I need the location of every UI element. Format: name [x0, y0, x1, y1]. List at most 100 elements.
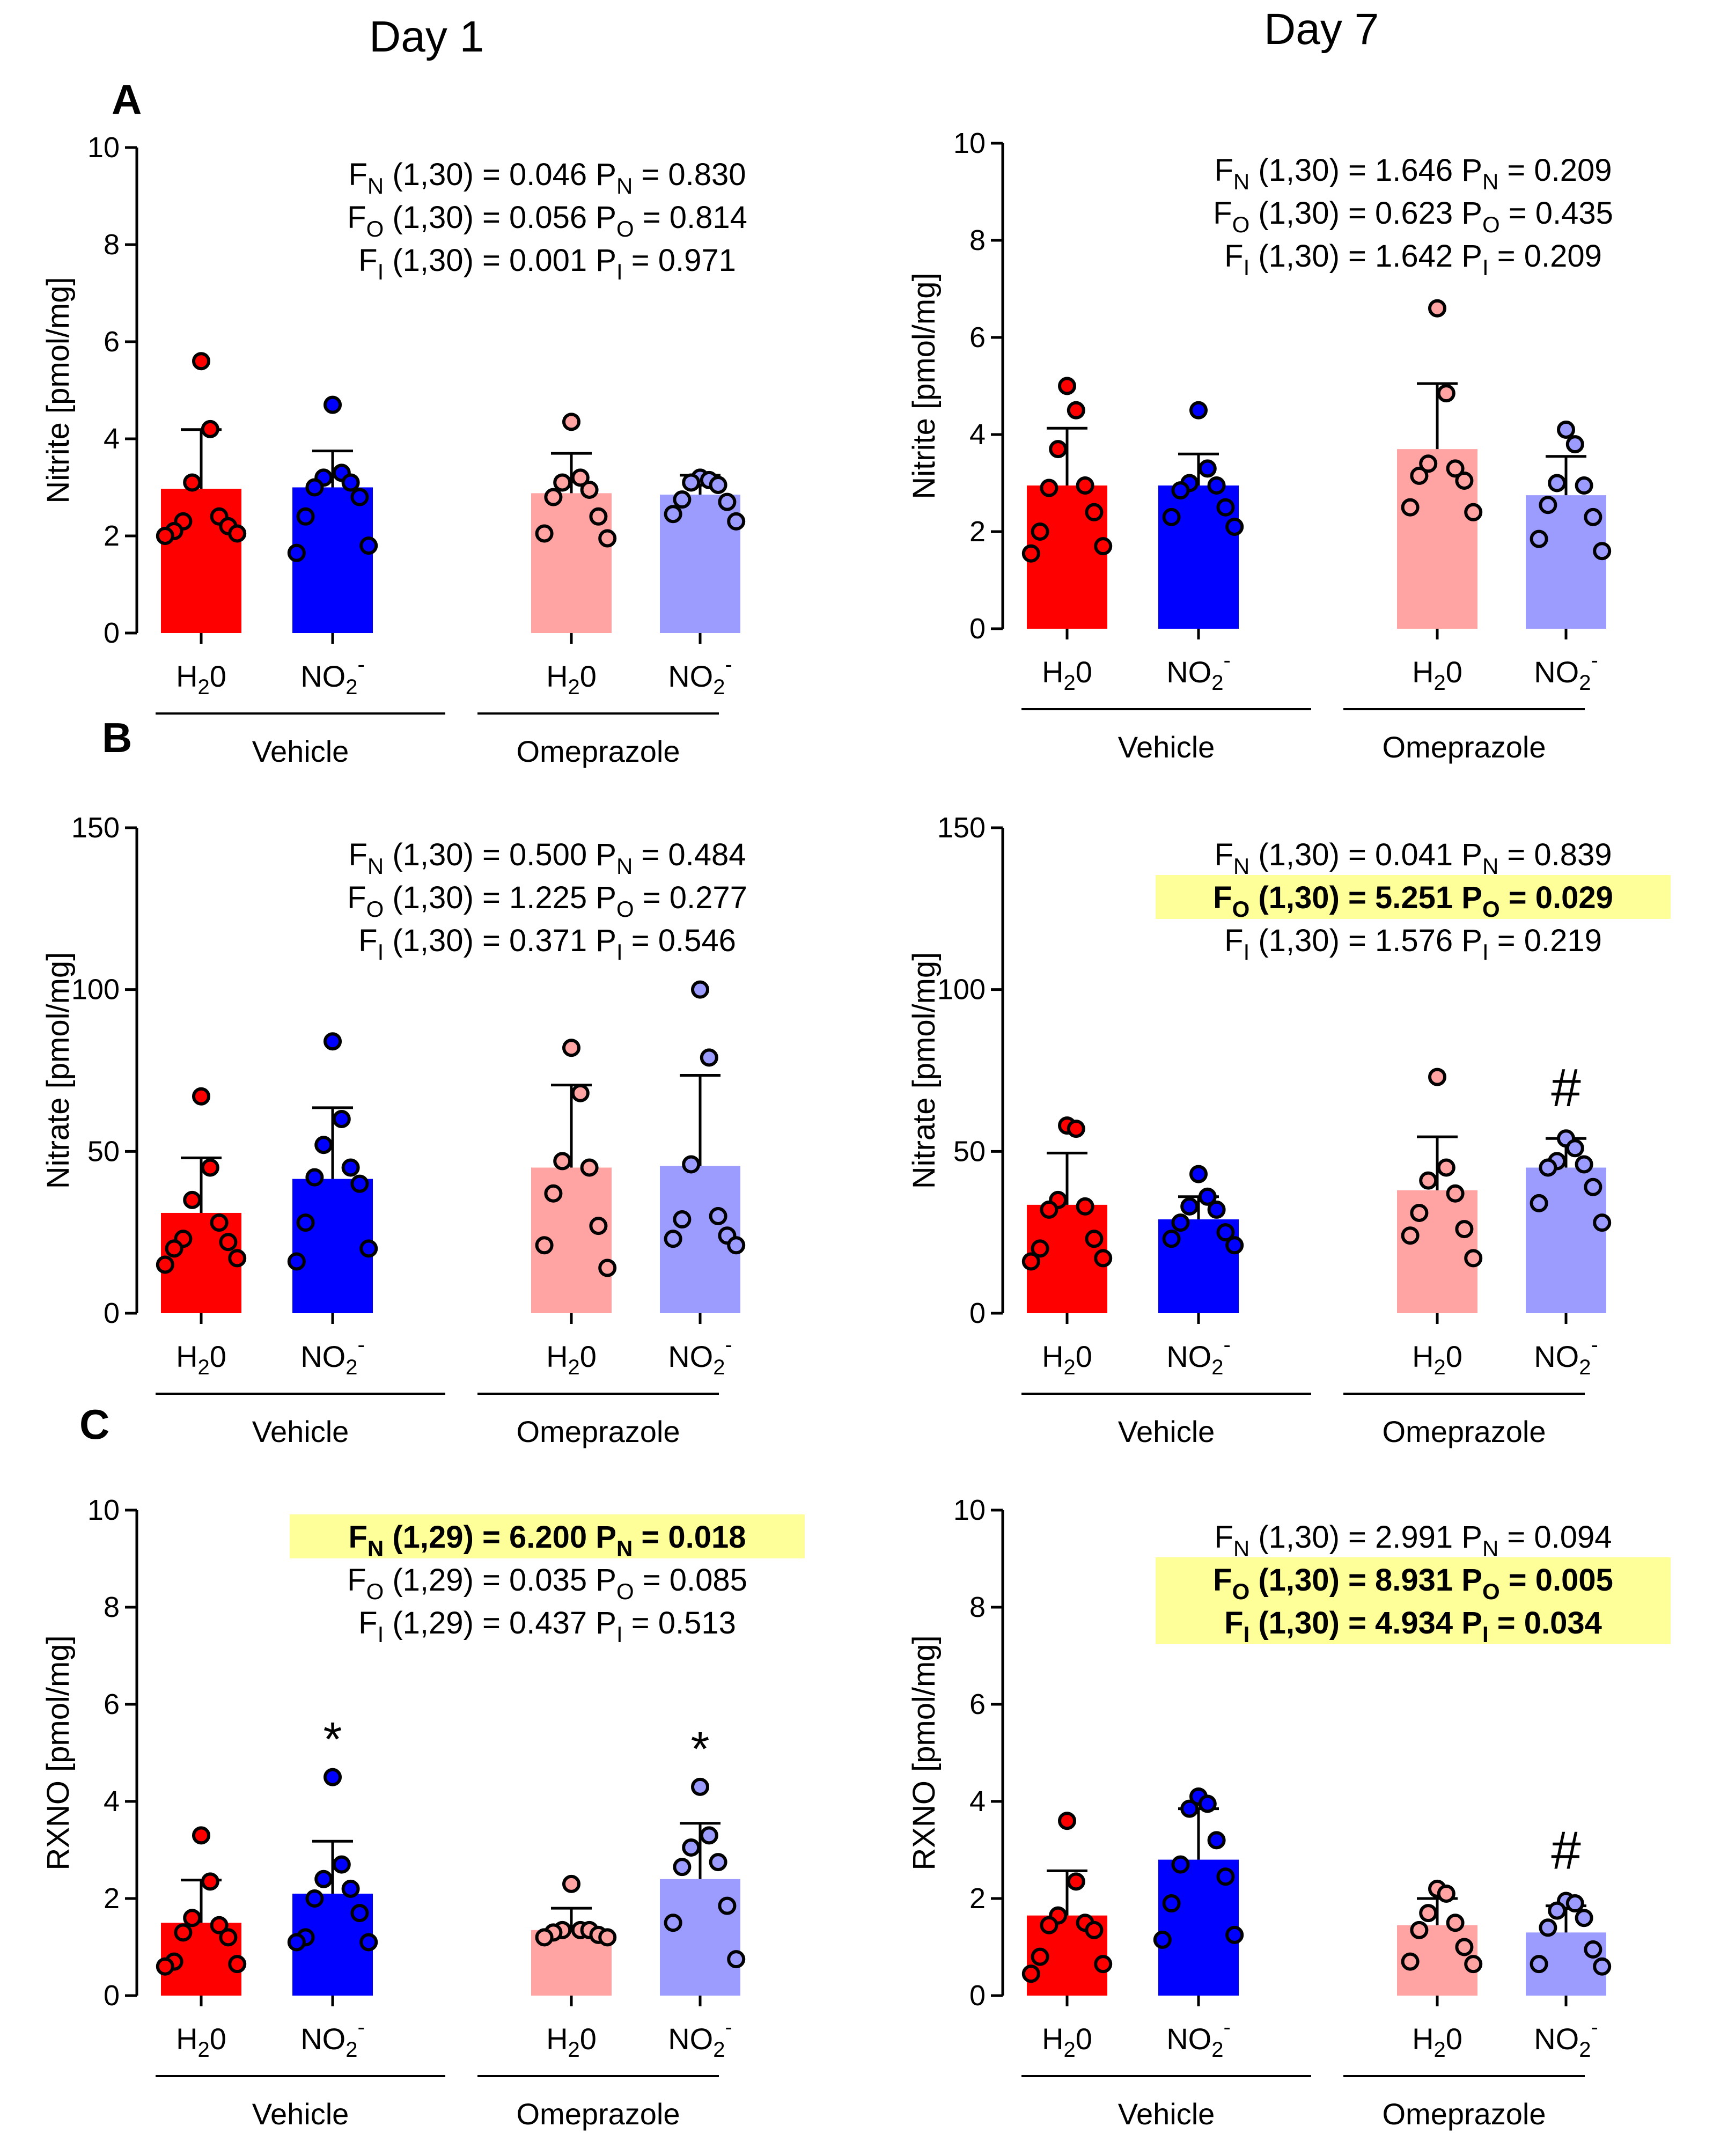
- x-category-superscript: -: [725, 2015, 732, 2039]
- x-category-label: H20: [1042, 655, 1092, 695]
- x-category-subscript: 2: [713, 2038, 725, 2062]
- data-point-vehicle-h2o: [1076, 476, 1094, 495]
- data-point-vehicle-no2: [350, 1904, 369, 1923]
- x-category-label: H20: [176, 659, 226, 699]
- data-point-omeprazole-no2: [709, 1853, 727, 1872]
- data-point-vehicle-h2o: [1021, 544, 1040, 563]
- data-point-omeprazole-no2: [1565, 435, 1584, 454]
- x-category-main: NO: [300, 659, 345, 693]
- data-point-omeprazole-h2o: [1410, 1203, 1429, 1222]
- x-category-subscript: 2: [568, 675, 580, 699]
- y-tick-label: 8: [969, 1591, 986, 1623]
- data-point-omeprazole-h2o: [544, 1184, 563, 1203]
- stat-f: F: [1224, 923, 1243, 958]
- data-point-vehicle-no2: [1198, 459, 1217, 478]
- data-point-vehicle-no2: [359, 536, 378, 555]
- x-category-label: H20: [1042, 1340, 1092, 1379]
- stat-f-value: (1,30) = 5.251: [1249, 880, 1453, 915]
- data-point-omeprazole-h2o: [598, 529, 617, 548]
- data-point-vehicle-no2: [1216, 1867, 1235, 1886]
- stat-f-value: (1,30) = 1.642: [1249, 239, 1453, 274]
- y-tick-label: 4: [969, 1785, 986, 1817]
- y-tick-label: 0: [104, 617, 120, 649]
- y-axis-label: RXNO [pmol/mg]: [41, 1635, 76, 1870]
- x-category-rest: 0: [1076, 2022, 1092, 2056]
- data-point-omeprazole-no2: [1539, 496, 1557, 514]
- data-point-omeprazole-no2: [682, 1155, 701, 1174]
- x-category-subscript: 2: [198, 1356, 210, 1379]
- stat-p: P: [1453, 1606, 1482, 1640]
- data-point-omeprazole-h2o: [544, 488, 563, 506]
- data-point-omeprazole-no2: [682, 1838, 701, 1857]
- data-point-omeprazole-no2: [691, 1777, 709, 1796]
- data-point-omeprazole-no2: [727, 1236, 746, 1255]
- x-category-main: H: [1042, 1340, 1063, 1373]
- data-point-vehicle-h2o: [1021, 1964, 1040, 1983]
- data-point-vehicle-no2: [324, 395, 342, 414]
- stat-line: FI (1,30) = 0.001 PI = 0.971: [358, 243, 736, 284]
- y-tick-label: 8: [104, 229, 120, 261]
- x-category-superscript: -: [357, 2015, 364, 2039]
- x-category-label: NO2-: [300, 1333, 365, 1379]
- stat-f: F: [348, 157, 367, 192]
- data-point-vehicle-no2: [1180, 1197, 1199, 1216]
- stat-f-subscript: N: [1233, 169, 1249, 194]
- y-tick-label: 0: [969, 1297, 986, 1329]
- data-point-omeprazole-no2: [1593, 542, 1612, 561]
- data-point-vehicle-no2: [350, 488, 369, 506]
- x-category-superscript: -: [357, 653, 364, 676]
- x-category-subscript: 2: [713, 675, 725, 699]
- x-category-label: H20: [546, 1340, 597, 1379]
- significance-marker-vehicle-no2: *: [323, 1713, 342, 1767]
- data-point-vehicle-h2o: [210, 1916, 229, 1934]
- data-point-omeprazole-h2o: [1464, 1249, 1483, 1268]
- stat-f-subscript: I: [378, 939, 384, 965]
- x-category-subscript: 2: [1434, 1356, 1446, 1379]
- data-point-vehicle-no2: [1162, 1894, 1181, 1913]
- y-tick-label: 10: [87, 1494, 120, 1526]
- stat-f: F: [1214, 153, 1233, 188]
- stat-f-subscript: O: [366, 896, 384, 922]
- x-category-subscript: 2: [1579, 2038, 1591, 2062]
- data-point-vehicle-h2o: [192, 352, 210, 371]
- y-tick-label: 150: [937, 812, 986, 844]
- data-point-omeprazole-h2o: [1428, 299, 1446, 318]
- data-point-omeprazole-no2: [1584, 1178, 1602, 1196]
- stat-f: F: [1213, 1563, 1232, 1598]
- y-tick-label: 2: [104, 1882, 120, 1915]
- x-category-rest: 0: [210, 1340, 226, 1373]
- stat-p-subscript: I: [616, 1622, 623, 1647]
- stat-f: F: [347, 1563, 366, 1598]
- stat-f-value: (1,29) = 6.200: [384, 1520, 587, 1555]
- y-axis-label: Nitrate [pmol/mg]: [41, 952, 76, 1189]
- stat-line: FN (1,30) = 0.046 PN = 0.830: [348, 157, 746, 198]
- y-tick-label: 6: [104, 1688, 120, 1720]
- x-category-main: NO: [1534, 655, 1579, 689]
- stat-f: F: [358, 1606, 377, 1640]
- y-tick-label: 2: [969, 1882, 986, 1915]
- stat-p: P: [1453, 1563, 1482, 1598]
- data-point-omeprazole-no2: [1530, 1955, 1548, 1974]
- stat-f-value: (1,30) = 0.001: [384, 243, 587, 278]
- data-point-omeprazole-h2o: [1464, 1955, 1483, 1974]
- stat-highlight: [1156, 875, 1671, 919]
- data-point-vehicle-no2: [1198, 1794, 1217, 1813]
- data-point-omeprazole-no2: [1539, 1918, 1557, 1937]
- data-point-vehicle-h2o: [174, 1923, 193, 1942]
- y-axis-label: Nitrite [pmol/mg]: [41, 277, 76, 503]
- data-point-omeprazole-no2: [1565, 1894, 1584, 1913]
- group-label-vehicle: Vehicle: [252, 2097, 349, 2131]
- stat-p-value: = 0.209: [1489, 239, 1602, 274]
- stat-f: F: [358, 923, 377, 958]
- stat-p-value: = 0.085: [634, 1563, 747, 1598]
- data-point-vehicle-h2o: [219, 1928, 238, 1947]
- stat-p-value: = 0.277: [634, 880, 747, 915]
- stat-highlight: [1156, 1557, 1671, 1601]
- group-label-vehicle: Vehicle: [252, 734, 349, 768]
- data-point-vehicle-h2o: [183, 1190, 202, 1209]
- stat-p-subscript: I: [1482, 1622, 1489, 1647]
- group-label-omeprazole: Omeprazole: [1382, 2097, 1546, 2131]
- stat-p-subscript: I: [1482, 939, 1489, 965]
- x-category-main: NO: [668, 1340, 713, 1373]
